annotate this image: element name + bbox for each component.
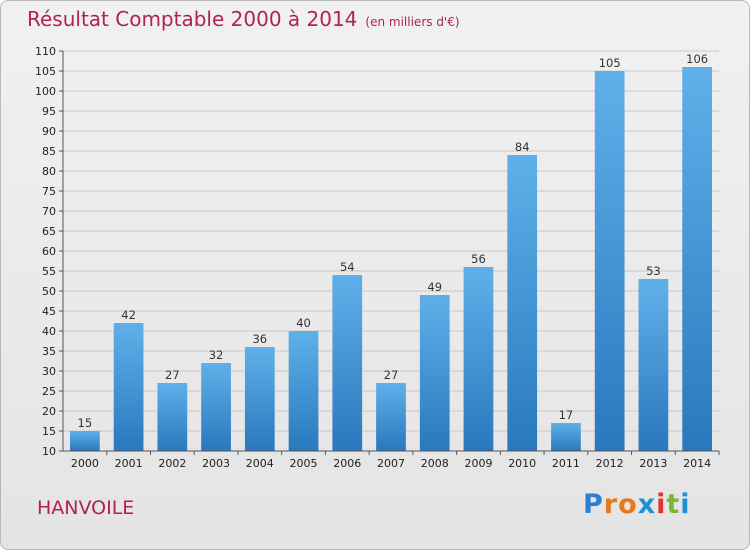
y-tick-label: 110 xyxy=(35,45,56,58)
y-tick-label: 95 xyxy=(42,105,56,118)
y-tick-label: 65 xyxy=(42,225,56,238)
bar xyxy=(551,423,581,451)
bar-value-label: 42 xyxy=(121,308,136,322)
x-tick-label: 2014 xyxy=(683,457,711,470)
bar-value-label: 15 xyxy=(78,416,93,430)
x-tick-label: 2001 xyxy=(115,457,143,470)
bar xyxy=(419,295,450,451)
y-tick-label: 75 xyxy=(42,185,56,198)
bar xyxy=(113,323,144,451)
y-tick-label: 85 xyxy=(42,145,56,158)
y-tick-label: 55 xyxy=(42,265,56,278)
logo-letter: x xyxy=(637,489,657,520)
bar xyxy=(201,363,231,451)
commune-name: HANVOILE xyxy=(37,497,135,519)
bar-value-label: 40 xyxy=(296,316,311,330)
bar xyxy=(376,383,406,451)
x-tick-label: 2008 xyxy=(421,457,449,470)
x-tick-label: 2012 xyxy=(596,457,624,470)
x-tick-label: 2013 xyxy=(639,457,667,470)
logo-letter: i xyxy=(656,489,667,520)
x-tick-label: 2005 xyxy=(290,457,318,470)
bar-value-label: 32 xyxy=(209,348,224,362)
y-tick-label: 20 xyxy=(42,405,56,418)
logo-letter: r xyxy=(603,489,619,520)
bar-value-label: 27 xyxy=(384,368,399,382)
bar-value-label: 36 xyxy=(252,332,267,346)
chart-title-unit: (en milliers d'€) xyxy=(365,15,460,29)
bar-value-label: 53 xyxy=(646,264,661,278)
y-tick-label: 90 xyxy=(42,125,56,138)
y-tick-label: 30 xyxy=(42,365,56,378)
proxiti-logo: Proxiti xyxy=(583,489,691,520)
logo-letter: P xyxy=(583,489,604,520)
x-tick-label: 2011 xyxy=(552,457,580,470)
bar xyxy=(682,67,713,451)
bar xyxy=(332,275,363,451)
y-tick-label: 45 xyxy=(42,305,56,318)
y-axis: 10 15 20 25 30 35 40 45 50 55 60 65 70 75 80 85 90 95 100 1… xyxy=(35,45,64,458)
bar xyxy=(463,267,494,451)
bar-value-label: 49 xyxy=(427,280,442,294)
bar xyxy=(594,71,625,451)
y-tick-label: 35 xyxy=(42,345,56,358)
logo-letter: i xyxy=(680,489,691,520)
bar xyxy=(507,155,538,451)
x-tick-label: 2006 xyxy=(333,457,361,470)
y-tick-label: 100 xyxy=(35,85,56,98)
y-tick-label: 70 xyxy=(42,205,56,218)
logo-letter: o xyxy=(618,489,638,520)
x-tick-label: 2003 xyxy=(202,457,230,470)
x-tick-label: 2000 xyxy=(71,457,99,470)
bar-value-label: 106 xyxy=(686,52,708,66)
y-tick-label: 80 xyxy=(42,165,56,178)
y-tick-label: 60 xyxy=(42,245,56,258)
bar-value-label: 56 xyxy=(471,252,486,266)
x-tick-label: 2010 xyxy=(508,457,536,470)
x-axis: 2000 2001 2002 2003 2004 2005 2006 2007 2008 2009… xyxy=(63,450,720,470)
bar-value-label: 54 xyxy=(340,260,355,274)
x-tick-label: 2009 xyxy=(464,457,492,470)
bars: 15 42 27 32 36 40 54 27 49 56 84 17 105 53 106 xyxy=(69,52,713,451)
x-tick-label: 2004 xyxy=(246,457,274,470)
y-tick-label: 25 xyxy=(42,385,56,398)
x-tick-label: 2002 xyxy=(158,457,186,470)
chart-title-main: Résultat Comptable 2000 à 2014 xyxy=(27,7,358,31)
bar xyxy=(288,331,319,451)
logo-letter: t xyxy=(666,489,681,520)
y-tick-label: 15 xyxy=(42,425,56,438)
y-tick-label: 50 xyxy=(42,285,56,298)
x-tick-label: 2007 xyxy=(377,457,405,470)
chart-title: Résultat Comptable 2000 à 2014 (en millie… xyxy=(27,7,460,31)
bar-value-label: 17 xyxy=(559,408,574,422)
bar-value-label: 84 xyxy=(515,140,530,154)
y-tick-label: 105 xyxy=(35,65,56,78)
y-tick-label: 10 xyxy=(42,445,56,458)
y-tick-label: 40 xyxy=(42,325,56,338)
bar xyxy=(244,347,275,451)
bar xyxy=(69,431,100,451)
bar-value-label: 27 xyxy=(165,368,180,382)
bar xyxy=(157,383,188,451)
bar-value-label: 105 xyxy=(599,56,621,70)
bar xyxy=(638,279,669,451)
